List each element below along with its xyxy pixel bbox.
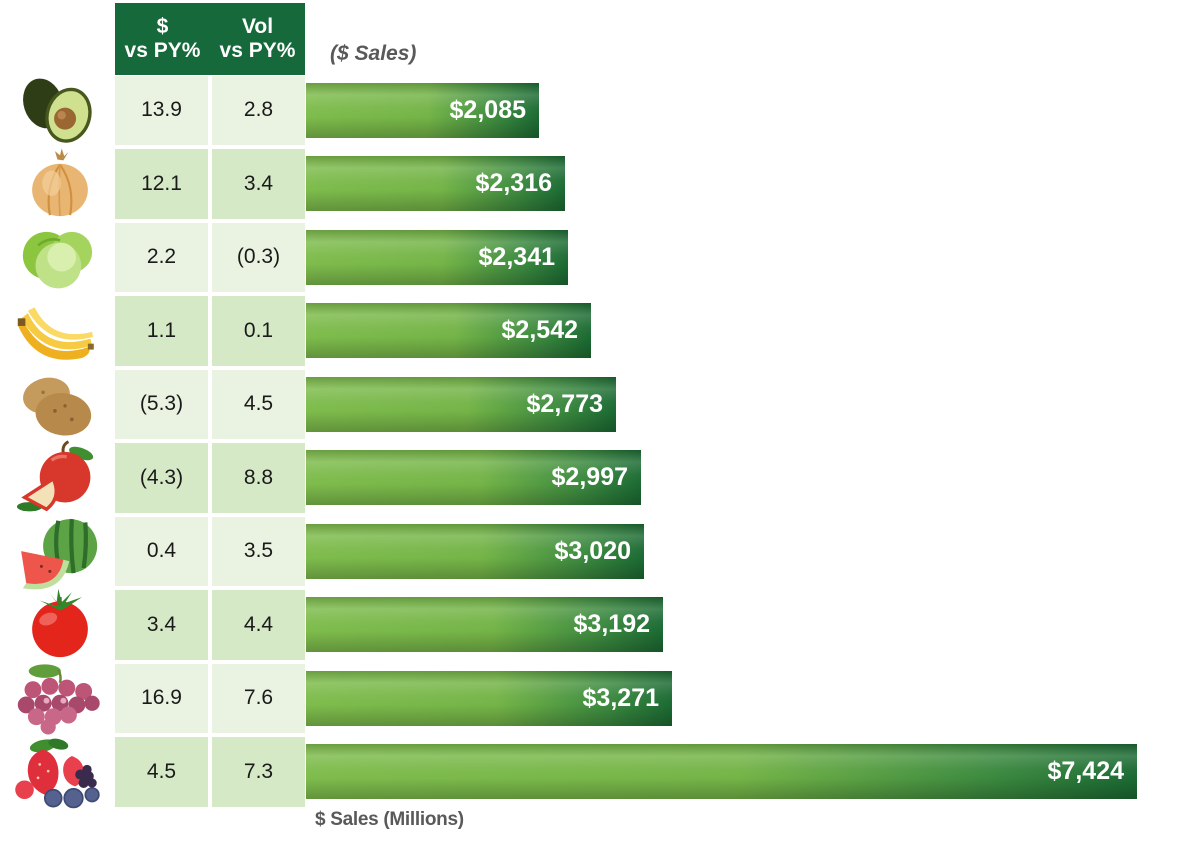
vol-vs-py-cell: 7.3	[212, 737, 305, 807]
col-header-dollar-line1: $	[156, 14, 169, 38]
sales-bar: $3,192	[306, 597, 663, 652]
sales-bar: $2,542	[306, 303, 591, 358]
dollar-vs-py-cell: (4.3)	[115, 443, 208, 513]
berries-icon	[6, 733, 114, 811]
dollar-vs-py-cell: 13.9	[115, 75, 208, 145]
table-row: 12.1 3.4 $2,316	[0, 148, 1202, 219]
vol-vs-py-cell: 3.5	[212, 516, 305, 586]
sales-bar-label: $3,271	[582, 683, 659, 712]
col-header-dollar-line2: vs PY%	[124, 39, 201, 62]
col-header-vol-line2: vs PY%	[219, 39, 296, 62]
sales-bar: $2,316	[306, 156, 565, 211]
sales-bar-label: $2,997	[551, 463, 628, 491]
sales-bar: $3,020	[306, 523, 644, 579]
apple-icon	[6, 439, 114, 517]
vol-vs-py-cell: 0.1	[212, 296, 305, 366]
sales-bar-label: $7,424	[1047, 757, 1124, 785]
potato-icon	[6, 366, 114, 444]
col-header-vol-line1: Vol	[241, 14, 274, 38]
sales-bar: $7,424	[306, 744, 1137, 799]
vol-vs-py-cell: 7.6	[212, 663, 305, 733]
sales-bar-label: $3,192	[573, 610, 650, 638]
grapes-icon	[6, 660, 114, 738]
dollar-vs-py-cell: (5.3)	[115, 369, 208, 439]
sales-bar: $2,085	[306, 82, 539, 138]
vol-vs-py-cell: 4.5	[212, 369, 305, 439]
vol-vs-py-cell: 8.8	[212, 443, 305, 513]
table-row: 1.1 0.1 $2,542	[0, 296, 1202, 366]
vol-vs-py-cell: 3.4	[212, 149, 305, 219]
col-header-dollar-vs-py: $ vs PY%	[115, 3, 210, 75]
table-row: 3.4 4.4 $3,192	[0, 588, 1202, 660]
sales-bar: $2,341	[306, 229, 568, 285]
dollar-vs-py-cell: 1.1	[115, 296, 208, 366]
col-header-vol-vs-py: Vol vs PY%	[210, 3, 305, 75]
table-row: 13.9 2.8 $2,085	[0, 75, 1202, 145]
dollar-vs-py-cell: 2.2	[115, 222, 208, 292]
vol-vs-py-cell: 2.8	[212, 75, 305, 145]
vol-vs-py-cell: (0.3)	[212, 222, 305, 292]
table-row: 2.2 (0.3) $2,341	[0, 222, 1202, 292]
table-row: 0.4 3.5 $3,020	[0, 516, 1202, 589]
onion-icon	[6, 145, 114, 223]
table-row: 16.9 7.6 $3,271	[0, 663, 1202, 734]
watermelon-icon	[6, 513, 114, 591]
avocado-icon	[6, 72, 114, 150]
sales-bar-label: $2,085	[449, 95, 526, 124]
x-axis-label: $ Sales (Millions)	[315, 809, 464, 830]
table-header: $ vs PY% Vol vs PY%	[115, 3, 305, 75]
sales-bar: $2,773	[306, 376, 616, 432]
lettuce-icon	[6, 219, 114, 297]
tomato-icon	[6, 586, 114, 664]
sales-bar-label: $3,020	[554, 536, 631, 565]
table-row: 4.5 7.3 $7,424	[0, 737, 1202, 809]
table-row: (5.3) 4.5 $2,773	[0, 369, 1202, 439]
dollar-vs-py-cell: 0.4	[115, 516, 208, 586]
sales-bar: $2,997	[306, 450, 641, 505]
sales-bar-label: $2,542	[501, 316, 578, 344]
sales-bar-label: $2,773	[526, 389, 603, 418]
dollar-vs-py-cell: 3.4	[115, 590, 208, 660]
dollar-vs-py-cell: 4.5	[115, 737, 208, 807]
chart-title: ($ Sales)	[330, 42, 417, 65]
dollar-vs-py-cell: 16.9	[115, 663, 208, 733]
dollar-vs-py-cell: 12.1	[115, 149, 208, 219]
table-row: (4.3) 8.8 $2,997	[0, 440, 1202, 513]
sales-bar-label: $2,316	[475, 169, 552, 197]
banana-icon	[6, 292, 114, 370]
sales-bar-label: $2,341	[478, 242, 555, 271]
sales-bar: $3,271	[306, 670, 672, 726]
vol-vs-py-cell: 4.4	[212, 590, 305, 660]
